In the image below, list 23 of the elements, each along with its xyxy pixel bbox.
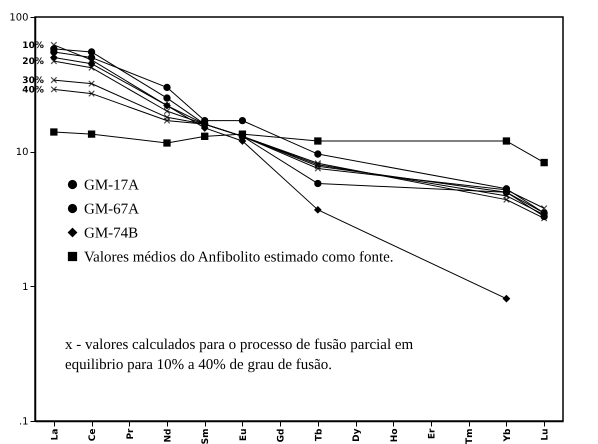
x-tick-label: Pr — [126, 428, 136, 440]
legend-label: GM-67A — [84, 202, 140, 218]
annotation: x - valores calculados para o processo de fusão parcial em equilibrio para 10% a 40% de grau de fusão. — [65, 337, 414, 373]
x-tick-label: Tm — [465, 428, 476, 444]
legend-label: GM-17A — [84, 178, 140, 194]
x-tick-label: Ce — [88, 428, 98, 442]
x-tick-label: Ho — [390, 428, 400, 442]
legend-label: GM-74B — [84, 226, 138, 242]
x-tick-label: Nd — [164, 428, 174, 442]
x-tick-label: Dy — [352, 428, 362, 442]
x-tick-label: Yb — [502, 428, 513, 442]
y-tick-label: .1 — [18, 416, 28, 428]
y-tick-label: 10 — [16, 147, 28, 158]
x-tick-label: Sm — [201, 428, 212, 444]
y-tick-label: 1 — [22, 282, 28, 293]
x-tick-label: Er — [428, 428, 438, 440]
x-tick-label: Gd — [276, 428, 287, 442]
x-tick-label: Tb — [314, 428, 324, 442]
y-tick-label: 100 — [9, 12, 28, 24]
x-tick-label: Lu — [540, 428, 551, 441]
x-tick-label: La — [50, 428, 60, 440]
legend-label: Valores médios do Anfibolito estimado como fonte. — [84, 250, 394, 266]
x-tick-label: Eu — [238, 428, 249, 442]
